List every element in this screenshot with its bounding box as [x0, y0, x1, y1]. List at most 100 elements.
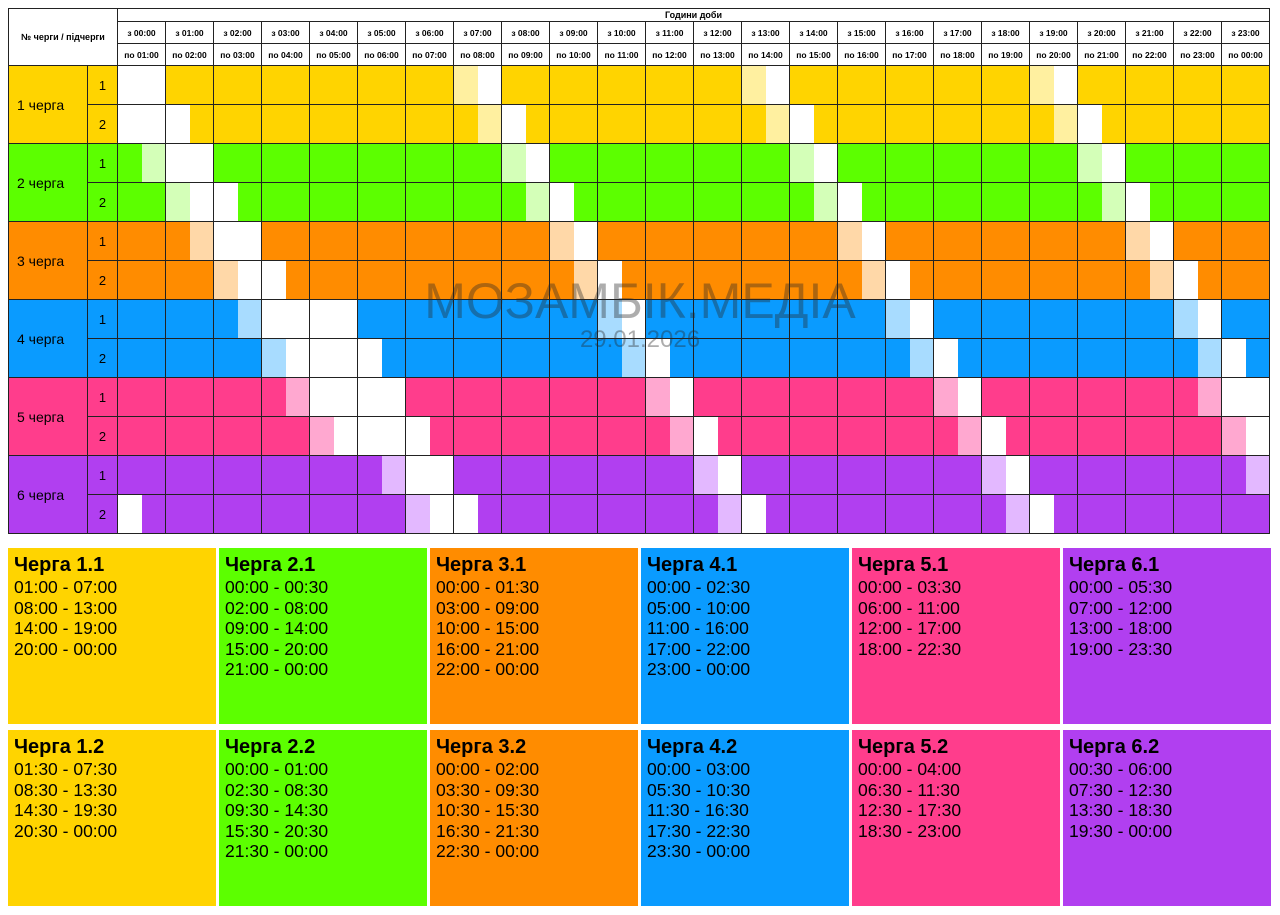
hour-slot	[357, 221, 406, 261]
hour-slot	[933, 104, 982, 144]
half-hour-cell	[909, 144, 933, 182]
half-hour-cell	[790, 144, 814, 182]
hour-slot	[213, 494, 262, 534]
half-hour-cell	[742, 456, 766, 494]
hour-slot	[261, 377, 310, 417]
hour-slot	[405, 299, 454, 339]
half-hour-cell	[1078, 456, 1102, 494]
hour-slot	[549, 338, 598, 378]
half-hour-cell	[1005, 66, 1029, 104]
half-hour-cell	[1149, 66, 1173, 104]
hour-slot	[261, 416, 310, 456]
half-hour-cell	[429, 456, 453, 494]
hour-slot	[597, 182, 646, 222]
hour-to-label: по 02:00	[165, 43, 214, 66]
hour-to-label: по 20:00	[1029, 43, 1078, 66]
half-hour-cell	[982, 456, 1006, 494]
outage-interval: 07:30 - 12:30	[1069, 779, 1173, 800]
half-hour-cell	[358, 456, 382, 494]
half-hour-cell	[838, 339, 862, 377]
outage-interval: 03:30 - 09:30	[436, 779, 540, 800]
half-hour-cell	[358, 339, 382, 377]
half-hour-cell	[118, 222, 142, 260]
hour-slot	[597, 104, 646, 144]
half-hour-cell	[1005, 417, 1029, 455]
hour-slot	[213, 221, 262, 261]
schedule-row: 2	[9, 416, 1270, 456]
half-hour-cell	[285, 300, 309, 338]
half-hour-cell	[1197, 300, 1221, 338]
half-hour-cell	[934, 339, 958, 377]
half-hour-cell	[861, 456, 885, 494]
half-hour-cell	[381, 456, 405, 494]
half-hour-cell	[1245, 339, 1269, 377]
half-hour-cell	[118, 66, 142, 104]
hour-to-label: по 06:00	[357, 43, 406, 66]
half-hour-cell	[573, 66, 597, 104]
hour-slot	[261, 494, 310, 534]
half-hour-cell	[934, 66, 958, 104]
hour-slot	[117, 494, 166, 534]
half-hour-cell	[262, 339, 286, 377]
hour-slot	[357, 65, 406, 105]
hour-slot	[837, 260, 886, 300]
hour-slot	[405, 338, 454, 378]
hour-slot	[981, 104, 1030, 144]
hour-slot	[1173, 377, 1222, 417]
half-hour-cell	[237, 378, 261, 416]
half-hour-cell	[598, 66, 622, 104]
half-hour-cell	[717, 222, 741, 260]
half-hour-cell	[189, 456, 213, 494]
queue-card-title: Черга 6.2	[1069, 736, 1160, 758]
hour-slot	[885, 143, 934, 183]
half-hour-cell	[765, 495, 789, 533]
hour-slot	[357, 416, 406, 456]
half-hour-cell	[1005, 105, 1029, 143]
half-hour-cell	[598, 456, 622, 494]
half-hour-cell	[525, 183, 549, 221]
half-hour-cell	[646, 66, 670, 104]
half-hour-cell	[1126, 300, 1150, 338]
half-hour-cell	[909, 339, 933, 377]
hour-slot	[693, 65, 742, 105]
queue-label: 5 черга	[8, 377, 88, 456]
hour-slot	[645, 416, 694, 456]
half-hour-cell	[813, 300, 837, 338]
half-hour-cell	[982, 300, 1006, 338]
schedule-row: 2	[9, 494, 1270, 534]
half-hour-cell	[694, 261, 718, 299]
hour-slot	[741, 143, 790, 183]
hour-slot	[453, 260, 502, 300]
hour-slot	[357, 377, 406, 417]
half-hour-cell	[1005, 144, 1029, 182]
subqueue-label: 2	[87, 260, 118, 300]
hour-slot	[261, 338, 310, 378]
half-hour-cell	[694, 105, 718, 143]
half-hour-cell	[1149, 183, 1173, 221]
half-hour-cell	[1197, 495, 1221, 533]
hour-slot	[261, 221, 310, 261]
hour-slot	[501, 416, 550, 456]
half-hour-cell	[861, 144, 885, 182]
hour-slot	[1077, 221, 1126, 261]
hour-slot	[741, 338, 790, 378]
hour-slot	[501, 260, 550, 300]
hour-slot	[213, 377, 262, 417]
half-hour-cell	[358, 66, 382, 104]
hour-slot	[1173, 65, 1222, 105]
half-hour-cell	[406, 495, 430, 533]
hour-to-label: по 14:00	[741, 43, 790, 66]
queue-card-title: Черга 2.1	[225, 554, 316, 576]
half-hour-cell	[1174, 417, 1198, 455]
half-hour-cell	[1078, 222, 1102, 260]
hour-slot	[357, 260, 406, 300]
half-hour-cell	[573, 222, 597, 260]
half-hour-cell	[358, 261, 382, 299]
half-hour-cell	[502, 66, 526, 104]
half-hour-cell	[1197, 339, 1221, 377]
half-hour-cell	[1222, 456, 1246, 494]
hour-slot	[789, 416, 838, 456]
half-hour-cell	[1101, 261, 1125, 299]
half-hour-cell	[765, 417, 789, 455]
half-hour-cell	[694, 456, 718, 494]
